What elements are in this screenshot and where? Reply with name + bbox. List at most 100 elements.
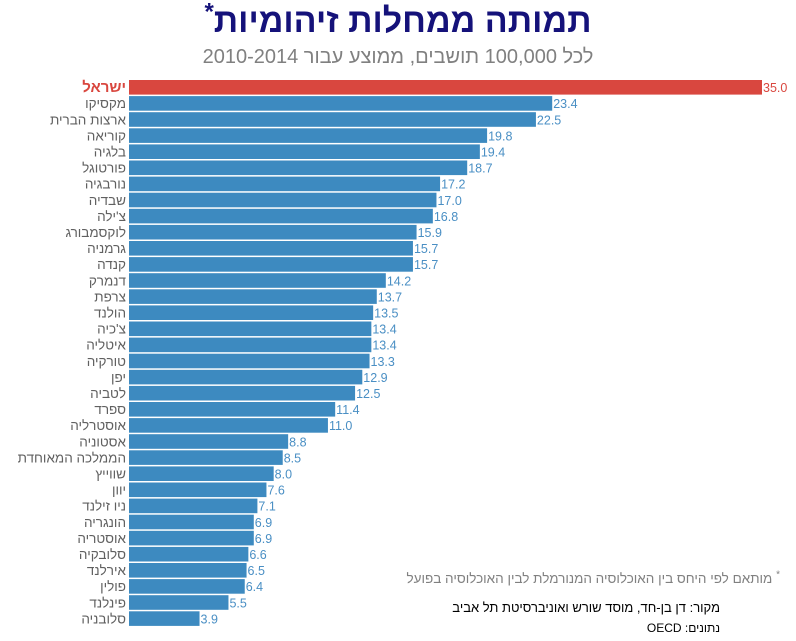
category-label-22: אסטוניה: [79, 434, 126, 449]
bar-4: [129, 144, 480, 159]
bar-0: [129, 80, 762, 95]
category-label-31: פולין: [100, 579, 126, 594]
bar-1: [129, 96, 553, 111]
category-label-32: פינלנד: [89, 595, 126, 610]
value-label-24: 8.0: [275, 468, 292, 482]
bar-29: [129, 546, 249, 562]
footnote-text: מותאם לפי היחס בין האוכלוסיה המנורמלת לב…: [406, 571, 773, 586]
value-label-23: 8.5: [284, 451, 301, 465]
bar-20: [129, 402, 336, 417]
bar-24: [129, 466, 274, 481]
category-label-1: מקסיקו: [85, 96, 126, 111]
title-footnote-mark: *: [204, 0, 214, 26]
category-label-10: גרמניה: [87, 241, 126, 256]
category-label-11: קנדה: [97, 257, 126, 272]
category-label-20: ספרד: [94, 402, 126, 417]
bar-13: [129, 289, 377, 304]
value-label-18: 12.9: [363, 371, 387, 385]
bar-23: [129, 450, 283, 465]
bar-3: [129, 128, 488, 143]
category-label-5: פורטוגל: [82, 161, 126, 176]
chart-title: תמותה ממחלות זיהומיות*: [0, 0, 796, 41]
bar-17: [129, 353, 370, 369]
value-label-3: 19.8: [488, 129, 512, 143]
category-label-24: שווייץ: [95, 467, 126, 482]
category-label-19: לטביה: [90, 386, 126, 401]
value-label-22: 8.8: [289, 435, 306, 449]
category-label-29: סלובקיה: [79, 547, 126, 562]
value-label-21: 11.0: [329, 419, 352, 433]
bar-30: [129, 563, 247, 578]
value-label-14: 13.5: [374, 307, 398, 321]
value-label-26: 7.1: [258, 500, 275, 514]
footnote-mark: *: [776, 569, 780, 581]
data-source: נתונים: OECD: [646, 621, 720, 635]
bar-32: [129, 595, 229, 610]
value-label-25: 7.6: [267, 484, 284, 498]
category-label-7: שבדיה: [89, 193, 126, 208]
bar-27: [129, 514, 254, 530]
bar-2: [129, 112, 536, 127]
bar-28: [129, 530, 254, 546]
category-label-4: בלגיה: [94, 145, 126, 160]
category-label-0: ישראל: [82, 79, 126, 96]
value-label-8: 16.8: [434, 210, 458, 224]
bar-25: [129, 482, 267, 498]
bar-26: [129, 498, 258, 514]
bar-15: [129, 321, 372, 337]
source-credit: מקור: דן בן-חד, מוסד שורש ואוניברסיטת תל…: [452, 600, 720, 615]
category-label-12: דנמרק: [89, 273, 127, 288]
value-label-7: 17.0: [437, 194, 461, 208]
category-label-28: אוסטריה: [77, 531, 126, 546]
category-label-15: צ'כיה: [97, 322, 126, 337]
bar-9: [129, 224, 417, 240]
category-label-25: יוון: [112, 483, 126, 498]
value-label-27: 6.9: [255, 516, 272, 530]
value-label-6: 17.2: [441, 178, 465, 192]
bar-10: [129, 241, 413, 256]
category-label-27: הונגריה: [84, 515, 126, 530]
category-label-21: אוסטרליה: [70, 418, 126, 433]
value-label-19: 12.5: [356, 387, 380, 401]
category-label-9: לוקסמבורג: [66, 225, 126, 240]
bar-33: [129, 611, 200, 626]
bar-5: [129, 160, 468, 176]
value-label-4: 19.4: [481, 146, 505, 160]
category-label-2: ארצות הברית: [50, 112, 127, 127]
bar-12: [129, 273, 386, 288]
bar-8: [129, 208, 433, 224]
footnote: * מותאם לפי היחס בין האוכלוסיה המנורמלת …: [406, 569, 780, 586]
bar-22: [129, 434, 289, 449]
value-label-32: 5.5: [229, 596, 246, 610]
bar-19: [129, 385, 356, 401]
value-label-12: 14.2: [387, 274, 411, 288]
value-label-17: 13.3: [371, 355, 395, 369]
category-label-3: קוריאה: [87, 128, 126, 143]
category-label-14: הולנד: [94, 306, 126, 321]
value-label-16: 13.4: [372, 339, 396, 353]
bar-14: [129, 305, 374, 320]
value-label-15: 13.4: [372, 323, 396, 337]
value-label-2: 22.5: [537, 113, 561, 127]
value-label-28: 6.9: [255, 532, 272, 546]
value-label-30: 6.5: [248, 564, 265, 578]
value-label-10: 15.7: [414, 242, 438, 256]
title-text: תמותה ממחלות זיהומיות: [213, 2, 592, 40]
value-label-31: 6.4: [246, 580, 263, 594]
category-label-30: אירלנד: [87, 563, 127, 578]
bar-18: [129, 369, 363, 385]
value-label-1: 23.4: [553, 97, 577, 111]
value-label-9: 15.9: [418, 226, 442, 240]
bar-21: [129, 418, 328, 433]
bar-6: [129, 176, 441, 192]
category-label-13: צרפת: [94, 289, 126, 304]
value-label-11: 15.7: [414, 258, 438, 272]
category-label-26: ניו זילנד: [82, 499, 126, 514]
chart-subtitle: לכל 100,000 תושבים, ממוצע עבור 2010-2014: [202, 46, 594, 68]
category-label-18: יפן: [111, 370, 126, 385]
bar-16: [129, 337, 372, 353]
value-label-33: 3.9: [201, 612, 218, 626]
category-label-16: איטליה: [86, 338, 126, 353]
